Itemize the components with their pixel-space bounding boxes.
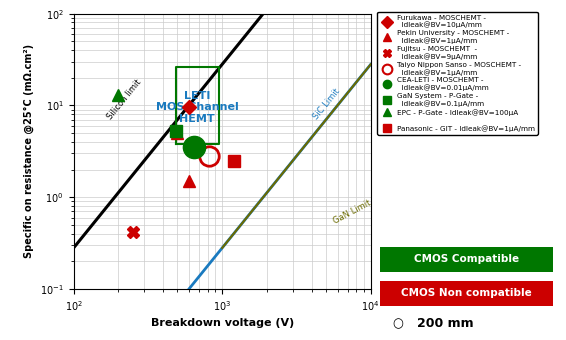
Text: ○   200 mm: ○ 200 mm (393, 316, 474, 329)
Y-axis label: Specific on resistance @25°C (mΩ.cm²): Specific on resistance @25°C (mΩ.cm²) (24, 44, 35, 258)
Text: GaN Limit: GaN Limit (332, 198, 373, 225)
FancyBboxPatch shape (380, 246, 553, 272)
Text: CMOS Non compatible: CMOS Non compatible (401, 288, 532, 298)
X-axis label: Breakdown voltage (V): Breakdown voltage (V) (151, 318, 294, 328)
Text: LETI
MOS Channel
HEMT: LETI MOS Channel HEMT (156, 91, 239, 124)
Text: Silicon limit: Silicon limit (106, 78, 144, 122)
Legend: Furukawa - MOSCHEMT -
  Idleak@BV=10μA/mm, Pekin University - MOSCHEMT -
  Idlea: Furukawa - MOSCHEMT - Idleak@BV=10μA/mm,… (378, 12, 538, 135)
Text: CMOS Compatible: CMOS Compatible (414, 254, 519, 264)
FancyBboxPatch shape (380, 280, 553, 306)
Text: SiC Limit: SiC Limit (312, 87, 342, 122)
